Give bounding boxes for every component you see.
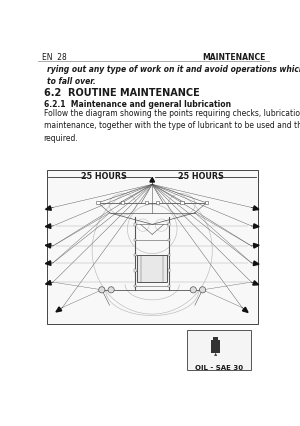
Bar [134,269,136,272]
Text: 6.2  ROUTINE MAINTENANCE: 6.2 ROUTINE MAINTENANCE [44,88,200,98]
Polygon shape [253,281,259,285]
Polygon shape [254,243,259,248]
Bar [134,254,136,256]
Polygon shape [253,261,259,265]
Text: rying out any type of work on it and avoid operations which may cause it
to fall: rying out any type of work on it and avo… [47,65,300,86]
Bar [205,201,208,204]
Bar [168,239,170,241]
Polygon shape [45,243,51,248]
Bar [137,255,167,282]
Bar [168,285,170,287]
Text: EN  28: EN 28 [42,53,67,63]
Bar [181,201,184,204]
Text: Follow the diagram showing the points requiring checks, lubrication and routine
: Follow the diagram showing the points re… [44,109,300,143]
Circle shape [99,287,105,293]
Polygon shape [150,177,154,182]
Polygon shape [56,307,62,312]
Bar [134,223,136,225]
Text: OIL - SAE 30: OIL - SAE 30 [195,365,243,371]
Bar [134,239,136,241]
Bar [145,201,148,204]
Polygon shape [254,224,259,228]
Bar [187,330,250,370]
Bar [168,223,170,225]
Bar [121,201,124,204]
Bar [96,201,100,204]
Circle shape [190,287,196,293]
Polygon shape [45,261,51,265]
Bar [168,269,170,272]
Polygon shape [242,307,248,313]
Polygon shape [253,206,259,210]
Polygon shape [46,206,51,210]
Circle shape [108,287,114,293]
Bar [156,201,159,204]
Polygon shape [214,353,217,356]
Text: MAINTENANCE: MAINTENANCE [202,53,266,63]
Circle shape [200,287,206,293]
Bar [134,285,136,287]
Polygon shape [46,280,51,285]
Text: 6.2.1  Maintenance and general lubrication: 6.2.1 Maintenance and general lubricatio… [44,101,231,109]
Bar [168,254,170,256]
Text: 25 HOURS: 25 HOURS [178,172,224,181]
Polygon shape [45,224,51,228]
Bar [213,337,218,340]
Bar [211,340,220,353]
Bar [47,170,258,325]
Text: 25 HOURS: 25 HOURS [81,172,127,181]
